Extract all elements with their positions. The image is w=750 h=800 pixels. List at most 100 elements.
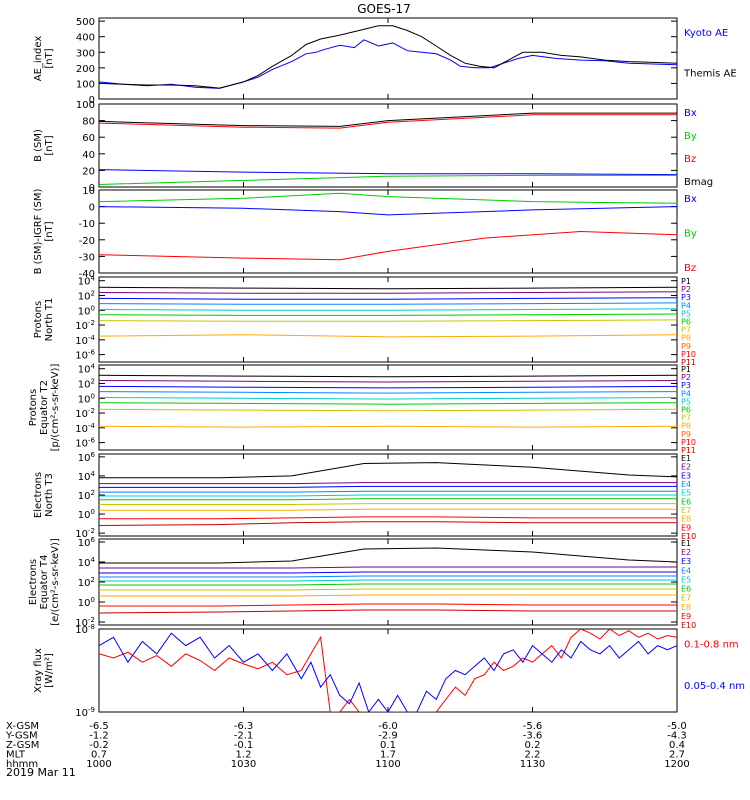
plot-frame-pn [99, 277, 677, 362]
ylabel-pe: ProtonsEquator T2[p/(cm²-s-sr-keV)] [28, 364, 61, 452]
series-en-E5 [99, 495, 677, 496]
legend-xray-0-1-0-8-nm: 0.1-0.8 nm [684, 639, 739, 650]
ytick-label-ee-0: 106 [78, 536, 96, 549]
series-pe-P4 [99, 392, 677, 394]
series-en-E9 [99, 517, 677, 519]
figure-title: GOES-17 [357, 2, 411, 16]
series-en-E7 [99, 504, 677, 505]
ytick-label-ee-2: 102 [78, 576, 95, 589]
ytick-label-pn-2: 100 [78, 304, 95, 317]
ytick-label-pn-5: 10-6 [75, 349, 95, 362]
ytick-label-ae-2: 200 [76, 64, 95, 75]
series-xray-0-1-0-8-nm [99, 629, 677, 712]
ytick-label-bigrf-5: 10 [82, 186, 95, 197]
series-ee-E8 [99, 595, 677, 596]
legend-bsm-By: By [684, 131, 697, 142]
legend-en-E7: E7 [681, 506, 691, 515]
ytick-label-bigrf-2: -20 [79, 236, 95, 247]
ytick-label-pe-4: 10-4 [75, 422, 95, 435]
panel-pn: 10410210010-210-410-6ProtonsNorth T1P1P2… [33, 275, 696, 367]
series-pn-P3 [99, 298, 677, 300]
ytick-label-ee-1: 104 [78, 556, 96, 569]
ytick-label-bigrf-1: -30 [79, 252, 95, 263]
ytick-label-bsm-5: 100 [76, 100, 95, 111]
ephemeris-value-3-4: 1130 [520, 759, 545, 770]
series-pn-P6 [99, 314, 677, 315]
ytick-label-bsm-1: 20 [82, 166, 95, 177]
series-ee-E4 [99, 576, 677, 577]
panel-ee: 106 104 102 100 10-2 ElectronsEquator T4[e/(c… [28, 536, 696, 630]
ytick-label-xray-0: 10-8 [75, 623, 95, 636]
ytick-label-pe-5: 10-6 [75, 437, 95, 450]
legend-ee-E8: E8 [681, 603, 691, 612]
series-en-E4 [99, 491, 677, 492]
series-ee-E7 [99, 589, 677, 590]
panel-xray: 10-8 10-9 Xray flux[W/m²] 0.1-0.8 nm 0.05-0.… [33, 623, 745, 719]
ytick-label-en-3: 100 [78, 508, 95, 521]
ylabel-bigrf: B (SM)-IGRF (SM)[nT] [33, 189, 55, 275]
legend-bigrf-Bz: Bz [684, 263, 696, 274]
series-pn-P2 [99, 292, 677, 294]
legend-en-E5: E5 [681, 489, 691, 498]
legend-ae-Themis-AE: Themis AE [683, 68, 737, 79]
plot-frame-xray [99, 629, 677, 712]
legend-en-E8: E8 [681, 515, 691, 524]
series-pn-P1 [99, 287, 677, 289]
ytick-label-ae-1: 100 [76, 79, 95, 90]
series-pn-P4 [99, 303, 677, 304]
series-pe-P6 [99, 403, 677, 405]
ytick-label-pn-4: 10-4 [75, 334, 95, 347]
ephemeris-value-1-4: 1030 [231, 759, 256, 770]
series-ee-E5 [99, 580, 677, 581]
series-pn-P8 [99, 335, 677, 337]
series-ae-Themis-AE [99, 26, 677, 88]
ytick-label-pe-1: 102 [78, 377, 95, 390]
legend-en-E2: E2 [681, 463, 691, 472]
legend-ae-Kyoto-AE: Kyoto AE [684, 28, 728, 39]
ytick-label-bigrf-3: -10 [79, 219, 95, 230]
legend-en-E1: E1 [681, 454, 691, 463]
series-en-E6 [99, 499, 677, 500]
series-ee-E1 [99, 548, 677, 563]
series-pn-P5 [99, 309, 677, 311]
legend-ee-E6: E6 [681, 585, 691, 594]
ytick-label-pe-3: 10-2 [75, 407, 95, 420]
plot-frame-pe [99, 365, 677, 450]
series-pe-P3 [99, 386, 677, 388]
legend-ee-E2: E2 [681, 548, 691, 557]
series-bigrf-Bx [99, 207, 677, 215]
legend-ee-E3: E3 [681, 557, 691, 566]
series-en-E3 [99, 486, 677, 487]
ytick-label-bsm-3: 60 [82, 133, 95, 144]
ytick-label-ae-3: 300 [76, 48, 95, 59]
ylabel-pn: ProtonsNorth T1 [33, 298, 55, 342]
legend-bigrf-Bx: Bx [684, 194, 697, 205]
panel-en: 10610410210010-2ElectronsNorth T3E1E2E3E… [33, 451, 696, 541]
ylabel-en: ElectronsNorth T3 [33, 472, 55, 518]
series-bigrf-Bz [99, 232, 677, 260]
ylabel-bsm: B (SM)[nT] [33, 129, 55, 162]
series-pn-P7 [99, 320, 677, 321]
ytick-label-en-2: 102 [78, 489, 95, 502]
ylabel-ae: AE_index[nT] [33, 36, 55, 82]
series-pe-P8 [99, 426, 677, 427]
series-en-E8 [99, 509, 677, 510]
ytick-label-en-1: 104 [78, 470, 96, 483]
legend-bsm-Bz: Bz [684, 154, 696, 165]
legend-ee-E4: E4 [681, 566, 691, 575]
legend-ee-E1: E1 [681, 539, 691, 548]
panel-pe: 10410210010-210-410-6ProtonsEquator T2[p… [28, 363, 696, 455]
ytick-label-ae-5: 500 [76, 17, 95, 28]
ephemeris-value-4-4: 1200 [664, 759, 689, 770]
ytick-label-pe-2: 100 [78, 392, 95, 405]
series-ee-E9 [99, 604, 677, 606]
series-pe-P5 [99, 398, 677, 400]
series-ee-E2 [99, 567, 677, 568]
series-en-E2 [99, 483, 677, 484]
legend-en-E9: E9 [681, 523, 691, 532]
ytick-label-bsm-4: 80 [82, 117, 95, 128]
ylabel-xray: Xray flux[W/m²] [33, 648, 55, 693]
series-ee-E6 [99, 584, 677, 585]
